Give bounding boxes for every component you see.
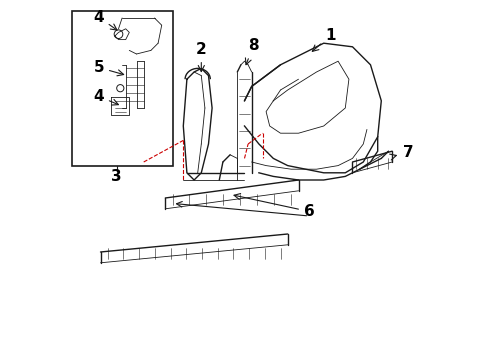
Text: 3: 3 (111, 169, 122, 184)
Text: 4: 4 (93, 10, 117, 30)
Text: 1: 1 (312, 28, 335, 51)
Text: 4: 4 (93, 89, 118, 105)
Text: 7: 7 (389, 145, 413, 160)
Text: 5: 5 (93, 60, 123, 76)
Text: 6: 6 (234, 194, 314, 219)
Text: 8: 8 (245, 39, 258, 65)
Text: 2: 2 (196, 42, 206, 72)
FancyBboxPatch shape (72, 11, 172, 166)
